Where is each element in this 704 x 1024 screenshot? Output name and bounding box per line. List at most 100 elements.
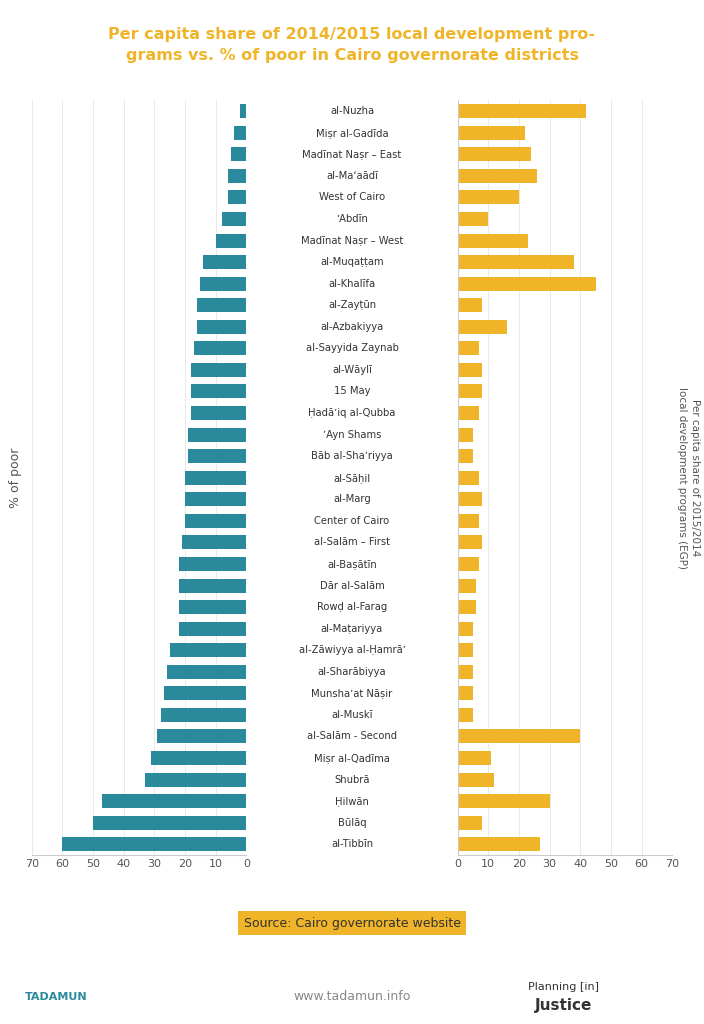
Text: Shubrā: Shubrā (334, 774, 370, 784)
Bar (458, 600, 476, 614)
Bar (163, 686, 246, 700)
Text: ʼAyn Shams: ʼAyn Shams (323, 430, 381, 439)
Bar (161, 708, 246, 722)
Text: al-Wāylī: al-Wāylī (332, 365, 372, 375)
Bar (234, 126, 246, 139)
Bar (458, 406, 479, 420)
Bar (222, 212, 246, 226)
Bar (228, 169, 246, 183)
Bar (458, 341, 479, 355)
Text: Center of Cairo: Center of Cairo (315, 516, 389, 525)
Bar (158, 729, 246, 743)
Text: al-Muskī: al-Muskī (332, 710, 372, 720)
Bar (151, 751, 246, 765)
Text: Source: Cairo governorate website: Source: Cairo governorate website (244, 916, 460, 930)
Bar (458, 751, 491, 765)
Bar (458, 319, 507, 334)
Text: Justice: Justice (534, 998, 592, 1013)
Bar (228, 190, 246, 205)
Bar (458, 126, 525, 139)
Text: al-Azbakiyya: al-Azbakiyya (320, 322, 384, 332)
Bar (458, 795, 550, 808)
Text: Madīnat Naṣr – East: Madīnat Naṣr – East (303, 150, 401, 160)
Bar (458, 665, 473, 679)
Bar (458, 514, 479, 527)
Bar (458, 147, 532, 161)
Bar (197, 298, 246, 312)
Bar (458, 729, 580, 743)
Bar (215, 233, 246, 248)
Bar (458, 772, 494, 786)
Text: Ḥilwān: Ḥilwān (335, 796, 369, 806)
Text: Miṣr al-Qadīma: Miṣr al-Qadīma (314, 753, 390, 763)
Text: Per capita share of 2015/2014
local development programs (EGP): Per capita share of 2015/2014 local deve… (677, 387, 700, 568)
Bar (458, 276, 596, 291)
Text: al-Salām – First: al-Salām – First (314, 538, 390, 548)
Text: TADAMUN: TADAMUN (25, 992, 87, 1001)
Bar (179, 557, 246, 571)
Bar (458, 255, 574, 269)
Text: Miṣr al-Gadīda: Miṣr al-Gadīda (315, 128, 389, 137)
Bar (179, 579, 246, 593)
Bar (191, 406, 246, 420)
Bar (197, 319, 246, 334)
Bar (458, 471, 479, 484)
Text: al-Nuzha: al-Nuzha (330, 106, 374, 116)
Text: ʼAbdīn: ʼAbdīn (336, 214, 368, 224)
Text: Būlāq: Būlāq (338, 818, 366, 827)
Text: al-Baṣātīn: al-Baṣātīn (327, 559, 377, 569)
Text: Munshaʼat Nāṣir: Munshaʼat Nāṣir (311, 688, 393, 698)
Text: al-Khalīfa: al-Khalīfa (329, 279, 375, 289)
Text: Bāb al-Shaʼriyya: Bāb al-Shaʼriyya (311, 452, 393, 461)
Text: West of Cairo: West of Cairo (319, 193, 385, 203)
Bar (458, 838, 541, 851)
Text: al-Zāwiyya al-Ḥamrāʼ: al-Zāwiyya al-Ḥamrāʼ (298, 645, 406, 655)
Bar (458, 816, 482, 829)
Bar (458, 384, 482, 398)
Text: % of poor: % of poor (9, 447, 23, 508)
Bar (458, 233, 528, 248)
Bar (240, 104, 246, 118)
Bar (191, 384, 246, 398)
Bar (167, 665, 246, 679)
Text: al-Sāḥil: al-Sāḥil (334, 473, 370, 482)
Bar (458, 212, 489, 226)
Bar (203, 255, 246, 269)
Bar (185, 493, 246, 506)
Text: al-Sayyida Zaynab: al-Sayyida Zaynab (306, 343, 398, 353)
Bar (458, 622, 473, 636)
Bar (458, 450, 473, 463)
Bar (102, 795, 246, 808)
Bar (458, 428, 473, 441)
Text: al-Sharābiyya: al-Sharābiyya (318, 667, 386, 677)
Bar (185, 471, 246, 484)
Bar (458, 536, 482, 550)
Text: www.tadamun.info: www.tadamun.info (294, 990, 410, 1004)
Text: al-Tibbīn: al-Tibbīn (331, 840, 373, 849)
Bar (458, 557, 479, 571)
Bar (201, 276, 246, 291)
Bar (191, 362, 246, 377)
Bar (185, 514, 246, 527)
Bar (458, 298, 482, 312)
Bar (231, 147, 246, 161)
Bar (145, 772, 246, 786)
Text: 15 May: 15 May (334, 386, 370, 396)
Bar (194, 341, 246, 355)
Text: al-Marg: al-Marg (333, 495, 371, 504)
Text: al-Zayṭūn: al-Zayṭūn (328, 300, 376, 310)
Bar (188, 428, 246, 441)
Bar (458, 686, 473, 700)
Text: Ḥadāʼiq al-Qubba: Ḥadāʼiq al-Qubba (308, 408, 396, 418)
Bar (458, 708, 473, 722)
Bar (179, 622, 246, 636)
Text: Planning [in]: Planning [in] (528, 982, 598, 992)
Bar (458, 190, 519, 205)
Bar (179, 600, 246, 614)
Bar (458, 362, 482, 377)
Bar (170, 643, 246, 657)
Text: al-Muqaṭṭam: al-Muqaṭṭam (320, 257, 384, 267)
Bar (182, 536, 246, 550)
Bar (188, 450, 246, 463)
Text: al-Maṭariyya: al-Maṭariyya (321, 624, 383, 634)
